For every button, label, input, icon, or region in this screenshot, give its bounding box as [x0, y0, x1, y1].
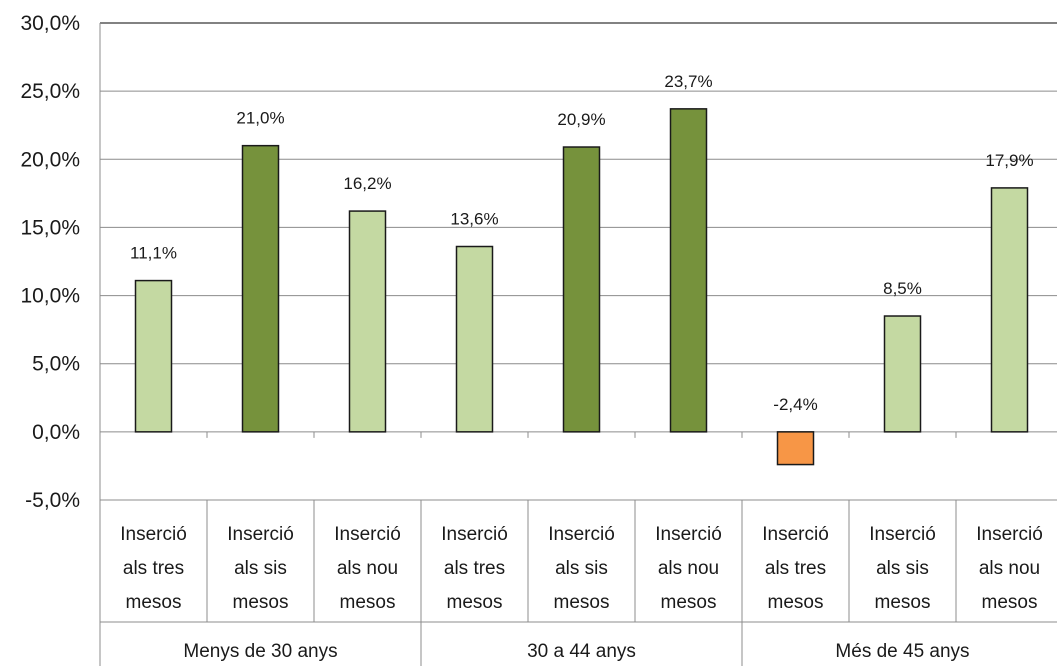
y-tick-label: 15,0% — [20, 216, 80, 239]
category-label: Inserció — [976, 524, 1043, 545]
bar — [241, 144, 280, 433]
category-label: als nou — [979, 558, 1040, 579]
category-label: Inserció — [762, 524, 829, 545]
data-label: 11,1% — [130, 244, 177, 263]
data-label: 8,5% — [883, 279, 922, 298]
bar — [883, 315, 922, 433]
category-label: Inserció — [441, 524, 508, 545]
category-label: als nou — [658, 558, 719, 579]
category-label: mesos — [233, 592, 289, 613]
y-tick-label: 20,0% — [20, 148, 80, 171]
data-label: 13,6% — [450, 210, 498, 229]
category-label: Inserció — [120, 524, 187, 545]
category-label: mesos — [982, 592, 1038, 613]
bar — [562, 146, 601, 433]
category-label: als sis — [234, 558, 287, 579]
group-label: Menys de 30 anys — [183, 641, 337, 662]
category-label: Inserció — [227, 524, 294, 545]
category-label: Inserció — [548, 524, 615, 545]
category-label: als tres — [765, 558, 826, 579]
category-label: mesos — [768, 592, 824, 613]
bar — [776, 431, 815, 466]
bar — [669, 108, 708, 433]
category-label: mesos — [661, 592, 717, 613]
bar — [348, 210, 387, 433]
category-label: mesos — [340, 592, 396, 613]
category-label: mesos — [875, 592, 931, 613]
category-label: mesos — [554, 592, 610, 613]
y-tick-label: 25,0% — [20, 80, 80, 103]
y-tick-label: -5,0% — [25, 489, 80, 512]
group-label: 30 a 44 anys — [527, 641, 636, 662]
category-label: als nou — [337, 558, 398, 579]
category-label: als tres — [444, 558, 505, 579]
group-label: Més de 45 anys — [835, 641, 969, 662]
y-tick-label: 30,0% — [20, 12, 80, 35]
bar — [455, 245, 494, 433]
y-tick-label: 10,0% — [20, 285, 80, 308]
bar — [990, 187, 1029, 433]
category-label: Inserció — [869, 524, 936, 545]
category-label: Inserció — [334, 524, 401, 545]
y-tick-label: 5,0% — [32, 353, 80, 376]
y-tick-label: 0,0% — [32, 421, 80, 444]
data-label: 21,0% — [236, 109, 284, 128]
data-label: 16,2% — [343, 174, 391, 193]
data-label: -2,4% — [773, 395, 817, 414]
data-label: 17,9% — [985, 151, 1033, 170]
data-label: 23,7% — [664, 72, 712, 91]
category-label: als sis — [555, 558, 608, 579]
category-label: Inserció — [655, 524, 722, 545]
bar — [134, 279, 173, 433]
category-label: als tres — [123, 558, 184, 579]
category-label: mesos — [447, 592, 503, 613]
data-label: 20,9% — [557, 110, 605, 129]
category-label: als sis — [876, 558, 929, 579]
category-label: mesos — [126, 592, 182, 613]
